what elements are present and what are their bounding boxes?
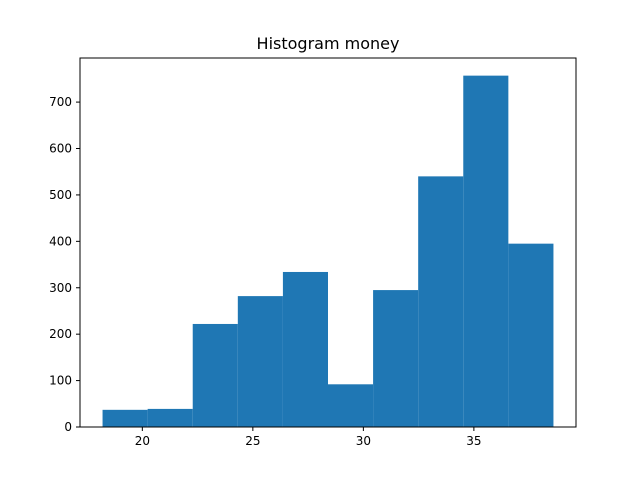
y-tick-label-1: 100	[49, 374, 72, 388]
chart-title: Histogram money	[257, 34, 400, 53]
y-tick-label-0: 0	[64, 420, 72, 434]
histogram-bar-7	[418, 176, 464, 427]
histogram-bar-5	[328, 384, 374, 427]
histogram-bar-9	[508, 243, 554, 427]
plot-frame	[79, 57, 577, 428]
y-tick-label-5: 500	[49, 188, 72, 202]
x-tick-label-1: 25	[245, 434, 260, 448]
y-axis: 0 100 200 300 400 500 600 700	[49, 95, 80, 434]
histogram-bar-4	[282, 271, 328, 427]
y-tick-label-6: 600	[49, 142, 72, 156]
histogram-bar-1	[147, 408, 193, 427]
y-tick-label-4: 400	[49, 234, 72, 248]
x-tick-label-3: 35	[466, 434, 481, 448]
histogram-bar-6	[373, 290, 419, 427]
histogram-bar-8	[463, 75, 509, 427]
bars-group	[102, 75, 554, 427]
x-tick-label-0: 20	[135, 434, 150, 448]
y-tick-label-2: 200	[49, 327, 72, 341]
y-tick-label-7: 700	[49, 95, 72, 109]
x-tick-label-2: 30	[356, 434, 371, 448]
histogram-bar-3	[237, 296, 283, 427]
histogram-bar-2	[192, 323, 238, 427]
y-tick-label-3: 300	[49, 281, 72, 295]
x-axis: 20 25 30 35	[135, 427, 482, 448]
histogram-bar-0	[102, 409, 148, 427]
